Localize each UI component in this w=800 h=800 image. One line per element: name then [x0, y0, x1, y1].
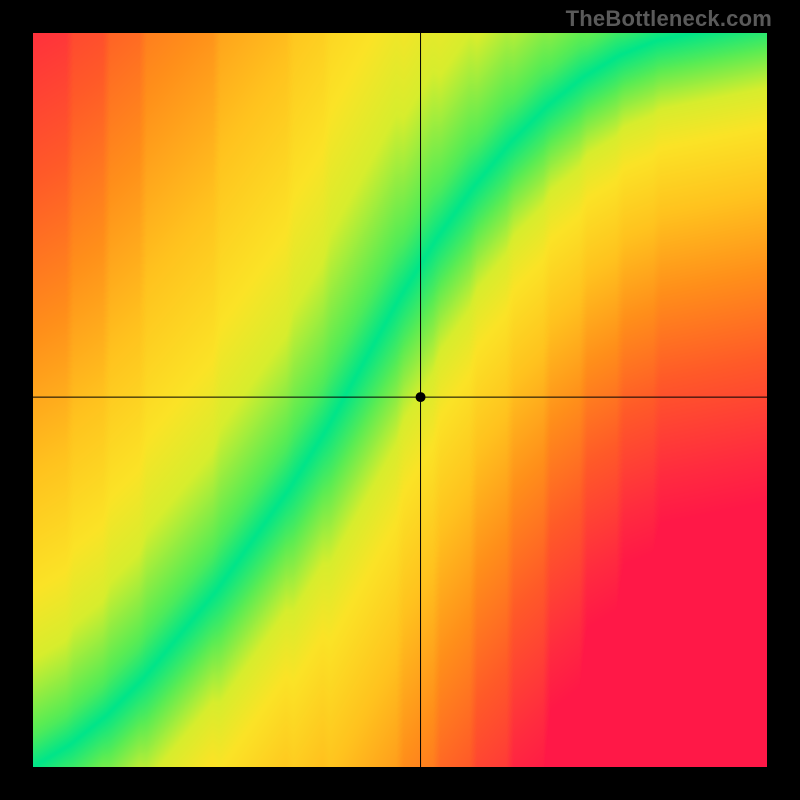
bottleneck-heatmap [33, 33, 767, 767]
watermark-text: TheBottleneck.com [566, 6, 772, 32]
chart-container: TheBottleneck.com [0, 0, 800, 800]
